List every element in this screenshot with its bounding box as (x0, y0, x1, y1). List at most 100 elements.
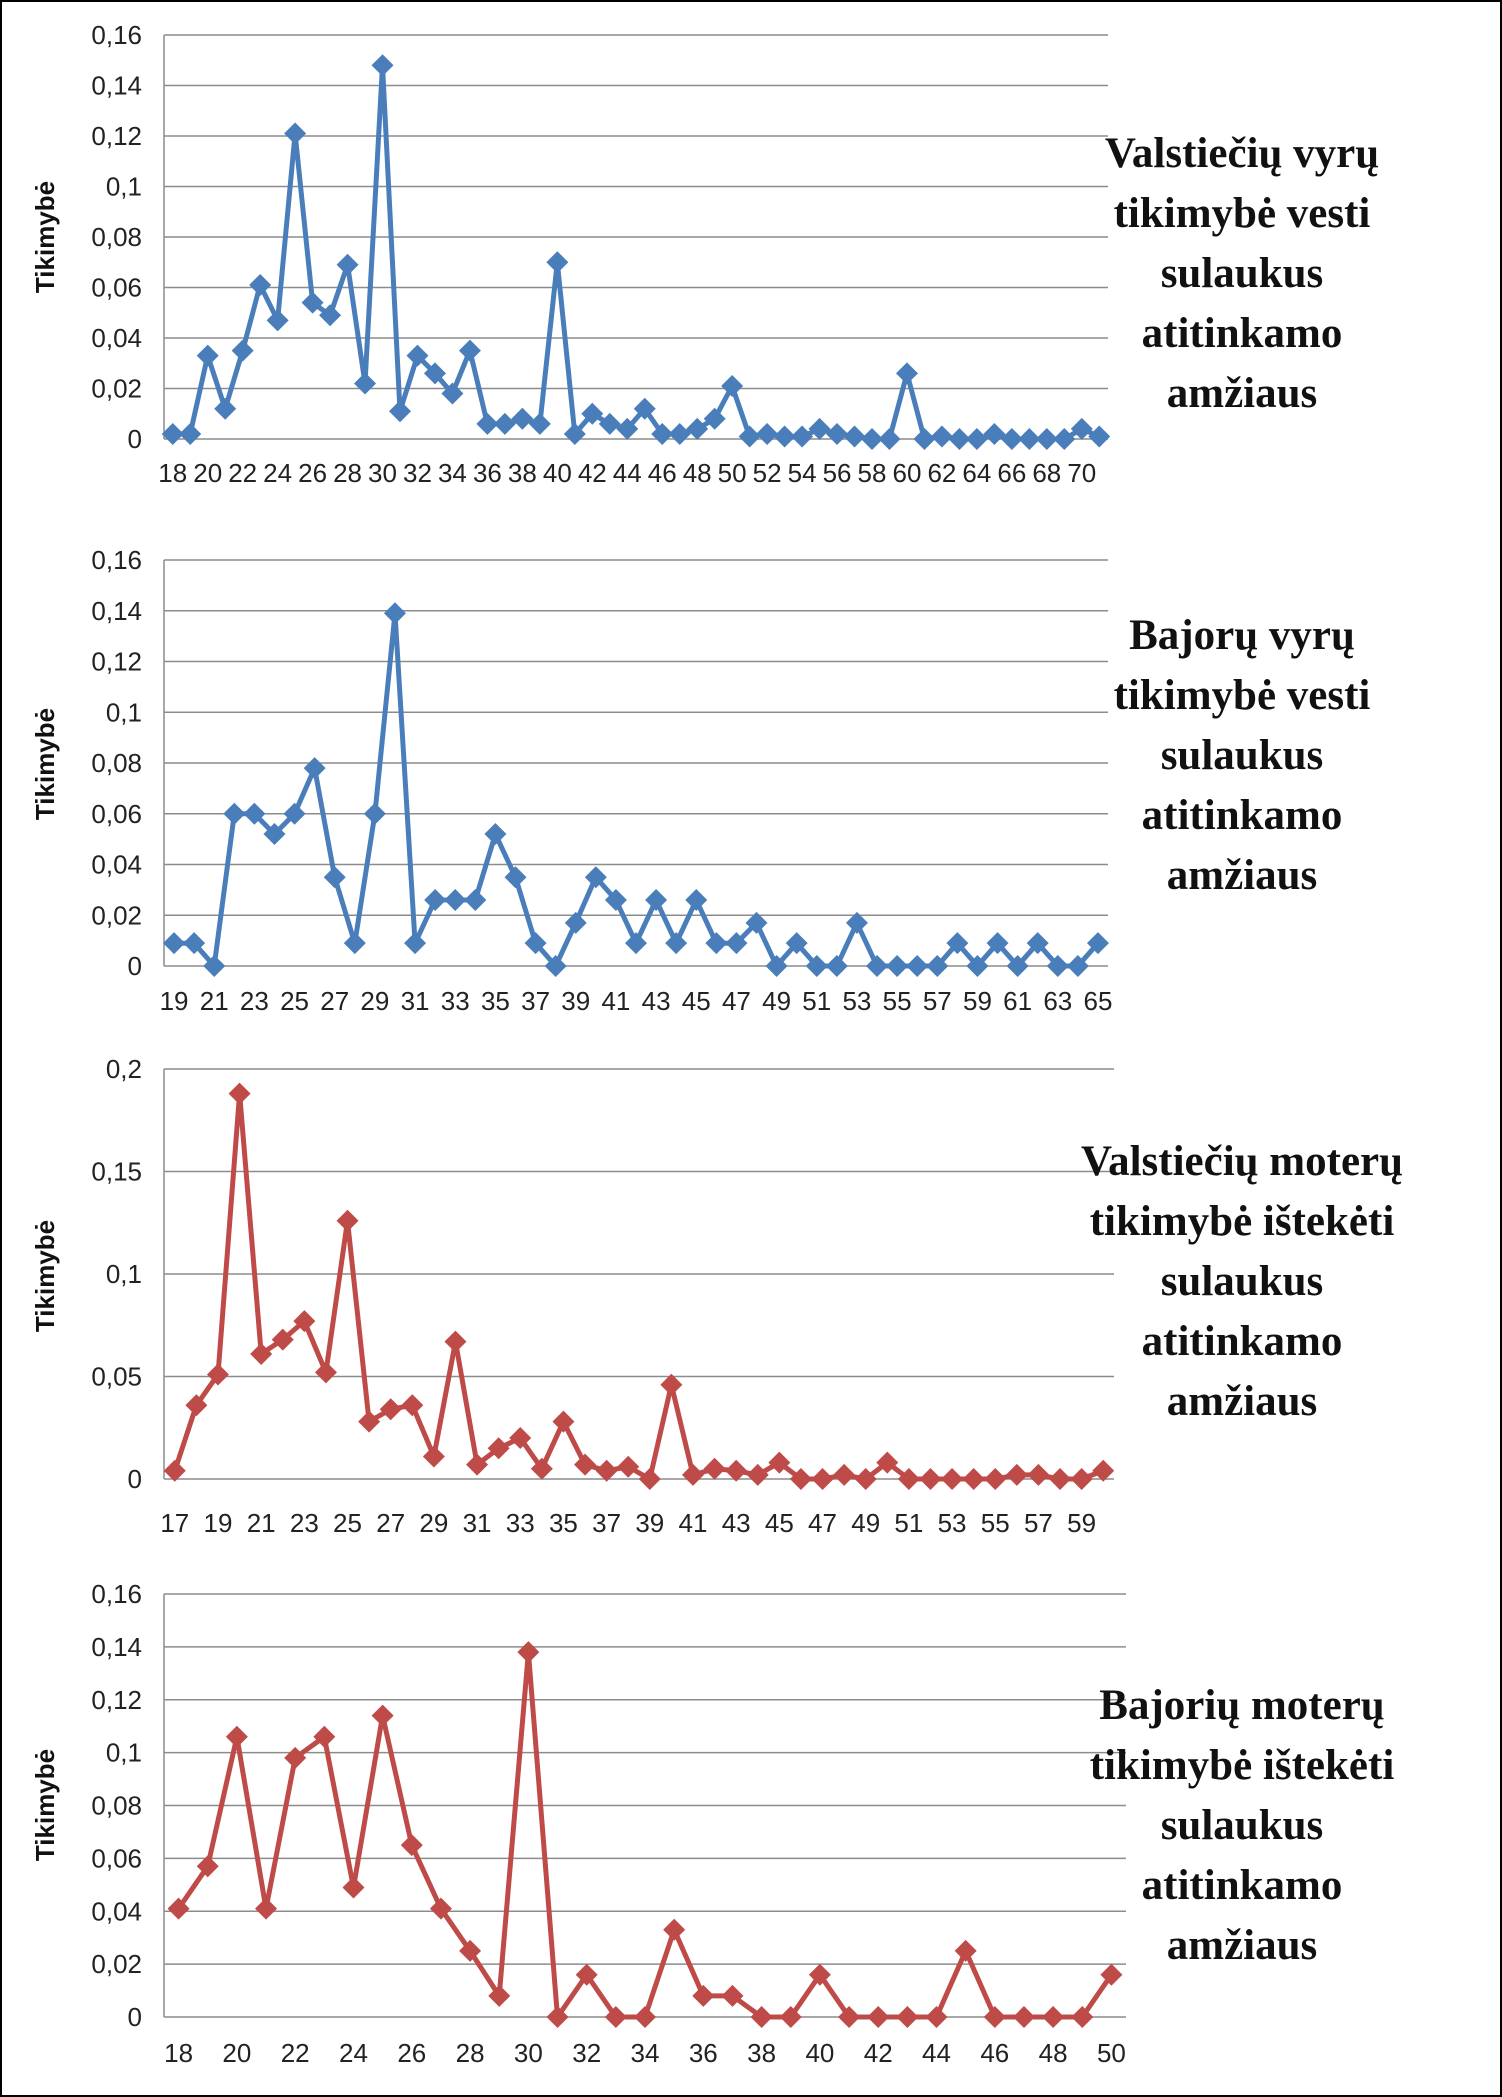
x-tick-label: 24 (263, 458, 292, 488)
caption-line: tikimybė vesti (1113, 672, 1371, 719)
caption-line: amžiaus (1166, 852, 1318, 899)
data-point (528, 412, 551, 435)
x-tick-label: 19 (204, 1508, 233, 1538)
x-tick-label: 35 (549, 1508, 578, 1538)
data-point (179, 422, 202, 445)
y-tick-label: 0,1 (106, 172, 142, 202)
data-point (598, 412, 621, 435)
x-tick-label: 50 (1097, 2038, 1126, 2068)
x-tick-label: 47 (808, 1508, 837, 1538)
data-point (406, 344, 429, 367)
y-tick-label: 0,06 (91, 799, 142, 829)
data-point (984, 1468, 1007, 1490)
data-point (1071, 2006, 1094, 2028)
data-point (383, 602, 406, 625)
x-tick-label: 46 (648, 458, 677, 488)
data-point (896, 2006, 919, 2028)
y-tick-label: 0,15 (91, 1157, 142, 1187)
x-tick-label: 17 (160, 1508, 189, 1538)
data-point (563, 422, 586, 445)
data-point (342, 1876, 365, 1899)
data-point (1006, 955, 1029, 977)
data-point (703, 407, 726, 430)
x-tick-label: 49 (762, 986, 791, 1016)
y-tick-label: 0,2 (106, 1054, 142, 1084)
y-tick-label: 0 (128, 951, 142, 981)
x-tick-label: 64 (962, 458, 991, 488)
x-tick-label: 42 (578, 458, 607, 488)
x-tick-label: 62 (927, 458, 956, 488)
y-tick-label: 0 (128, 1464, 142, 1494)
data-point (303, 757, 326, 780)
y-tick-label: 0,1 (106, 1738, 142, 1768)
y-tick-label: 0,02 (91, 900, 142, 930)
data-point (464, 889, 487, 912)
data-point (886, 955, 909, 977)
data-point (389, 400, 411, 423)
x-tick-label: 51 (894, 1508, 923, 1538)
data-point (354, 372, 377, 395)
x-tick-label: 29 (419, 1508, 448, 1538)
y-tick-label: 0,08 (91, 1791, 142, 1821)
data-point (779, 2006, 802, 2028)
x-tick-label: 59 (963, 986, 992, 1016)
data-point (878, 428, 901, 450)
data-point (574, 1453, 597, 1476)
line-chart-peasant-women: 0 0,05 0,1 0,15 0,2 Tikimybė 17 19 21 23 25 27 29 31 3… (30, 1054, 1115, 1538)
data-point (283, 802, 306, 825)
caption-line: atitinkamo (1141, 310, 1343, 357)
data-point (163, 1459, 186, 1482)
x-tick-label: 21 (200, 986, 229, 1016)
caption-line: Bajorų vyrų (1129, 612, 1355, 659)
data-point (404, 932, 427, 955)
data-point (1012, 2006, 1035, 2028)
caption-line: atitinkamo (1141, 1318, 1343, 1365)
data-point (546, 251, 569, 274)
x-tick-label: 56 (823, 458, 852, 488)
chart-panel-peasant-women: 0 0,05 0,1 0,15 0,2 Tikimybė 17 19 21 23 25 27 29 31 3… (2, 1046, 1500, 1576)
x-tick-label: 37 (521, 986, 550, 1016)
data-point (962, 1468, 985, 1490)
data-point (314, 1361, 337, 1384)
x-tick-label: 48 (1039, 2038, 1068, 2068)
data-point (826, 422, 849, 445)
x-tick-label: 40 (805, 2038, 834, 2068)
data-point (517, 1641, 540, 1664)
x-tick-label: 36 (473, 458, 502, 488)
data-point (1049, 1468, 1072, 1490)
caption-line: sulaukus (1160, 1802, 1324, 1849)
x-tick-label: 54 (788, 458, 817, 488)
data-point (458, 339, 481, 362)
x-tick-label: 49 (851, 1508, 880, 1538)
data-point (1066, 955, 1089, 977)
y-tick-label: 0,12 (91, 1685, 142, 1715)
data-point (488, 1984, 511, 2007)
data-point (895, 362, 918, 385)
x-tick-label: 53 (842, 986, 871, 1016)
data-point (966, 955, 989, 977)
x-tick-label: 46 (980, 2038, 1009, 2068)
data-point (1042, 2006, 1065, 2028)
data-point (660, 1373, 683, 1396)
y-tick-label: 0,02 (91, 1949, 142, 1979)
data-point (161, 422, 184, 445)
data-point (946, 932, 969, 955)
x-tick-label: 35 (481, 986, 510, 1016)
x-tick-label: 58 (858, 458, 887, 488)
y-tick-label: 0,04 (91, 1896, 142, 1926)
x-tick-label: 52 (753, 458, 782, 488)
x-tick-label: 31 (463, 1508, 492, 1538)
x-tick-label: 27 (376, 1508, 405, 1538)
caption-line: Valstiečių vyrų (1104, 130, 1380, 177)
data-point (493, 412, 516, 435)
line-chart-noble-women: 0 0,02 0,04 0,06 0,08 0,1 0,12 0,14 0,16 Tikimybė… (30, 1579, 1126, 2068)
y-tick-label: 0,16 (91, 1579, 142, 1609)
x-tick-label: 18 (158, 458, 187, 488)
y-tick-label: 0 (128, 2002, 142, 2032)
data-point (633, 397, 656, 420)
y-tick-label: 0,16 (91, 545, 142, 575)
data-point (861, 428, 883, 450)
data-point (825, 955, 848, 977)
data-point (323, 866, 346, 889)
data-point (459, 1939, 482, 1962)
